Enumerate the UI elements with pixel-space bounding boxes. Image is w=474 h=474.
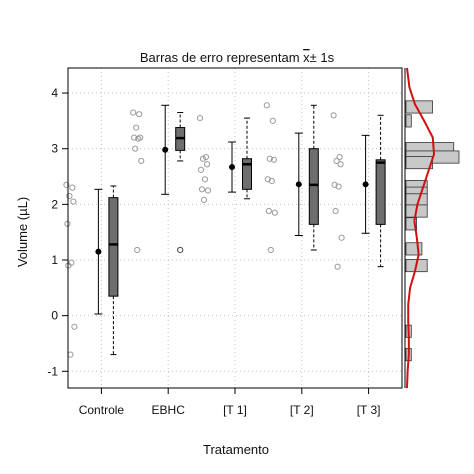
data-point [264, 176, 271, 183]
box-outlier [177, 246, 184, 254]
data-point [334, 263, 341, 270]
y-tick-label: 2 [51, 197, 58, 211]
data-point [269, 117, 276, 124]
title-main: Barras de erro representam [140, 50, 303, 65]
data-point [133, 124, 140, 131]
mean-point [162, 146, 169, 153]
data-point [196, 114, 204, 122]
data-point [265, 207, 272, 215]
data-point [199, 155, 207, 162]
histogram-bar [405, 114, 412, 128]
points-layer [63, 102, 345, 358]
y-tick-label: 3 [51, 142, 58, 156]
histogram-bar [405, 156, 433, 170]
data-point [332, 207, 339, 215]
mean-point [295, 181, 302, 188]
axes-layer: -1 0 1 2 3 4 Controle EBHC [T 1] [T 2] [T 3] [47, 67, 403, 417]
data-point [70, 198, 77, 205]
data-point [138, 157, 145, 165]
data-point [67, 351, 74, 358]
x-tick-label: [T 2] [290, 403, 314, 417]
y-tick-label: 0 [51, 309, 58, 323]
x-tick-label: [T 3] [357, 403, 381, 417]
box-body [108, 197, 119, 297]
data-point [71, 323, 78, 330]
data-point [201, 176, 209, 183]
y-tick-label: -1 [47, 364, 58, 378]
marginal-histogram [404, 68, 460, 388]
data-point [270, 156, 277, 163]
boxplots-layer [108, 104, 386, 356]
data-point [63, 181, 70, 188]
box-body [308, 148, 319, 225]
x-tick-label: Controle [79, 403, 125, 417]
data-point [136, 111, 143, 118]
data-point [338, 234, 345, 241]
grid-layer [68, 68, 402, 388]
data-point [132, 145, 139, 152]
y-tick-label: 1 [51, 253, 58, 267]
x-tick-label: [T 1] [223, 403, 247, 417]
data-point [66, 192, 73, 200]
data-point [330, 112, 337, 119]
data-point [204, 187, 212, 194]
data-point [271, 209, 278, 216]
title-tail: ± 1s [310, 50, 335, 65]
x-axis-label: Tratamento [203, 442, 269, 457]
data-point [198, 186, 206, 193]
density-layer [406, 67, 436, 389]
data-point [134, 246, 141, 254]
data-point [202, 153, 210, 161]
data-point [200, 196, 208, 203]
density-curve [406, 67, 436, 389]
data-point [203, 161, 211, 168]
chart-title: Barras de erro representam x± 1s [140, 50, 335, 65]
y-axis-label: Volume (µL) [15, 197, 30, 267]
box-body [242, 158, 252, 190]
data-point [131, 134, 138, 141]
histogram-bar [405, 217, 418, 231]
mean-point [362, 181, 369, 188]
x-tick-label: EBHC [152, 403, 186, 417]
data-point [336, 153, 343, 161]
y-tick-label: 4 [51, 86, 58, 100]
data-point [197, 166, 205, 173]
data-point [337, 161, 344, 168]
box-body [375, 159, 386, 225]
data-point [266, 155, 273, 162]
data-point [331, 181, 338, 188]
mean-point [229, 164, 235, 171]
error-bars-layer [94, 104, 370, 315]
data-point [333, 157, 340, 165]
data-point [263, 102, 270, 109]
mean-point [95, 248, 102, 255]
data-point [135, 135, 142, 142]
title-xbar: x [303, 50, 310, 65]
data-point [64, 220, 71, 227]
data-point [130, 109, 137, 116]
data-point [267, 246, 274, 254]
data-point [335, 183, 342, 190]
data-point [268, 177, 275, 185]
data-point [69, 184, 76, 191]
